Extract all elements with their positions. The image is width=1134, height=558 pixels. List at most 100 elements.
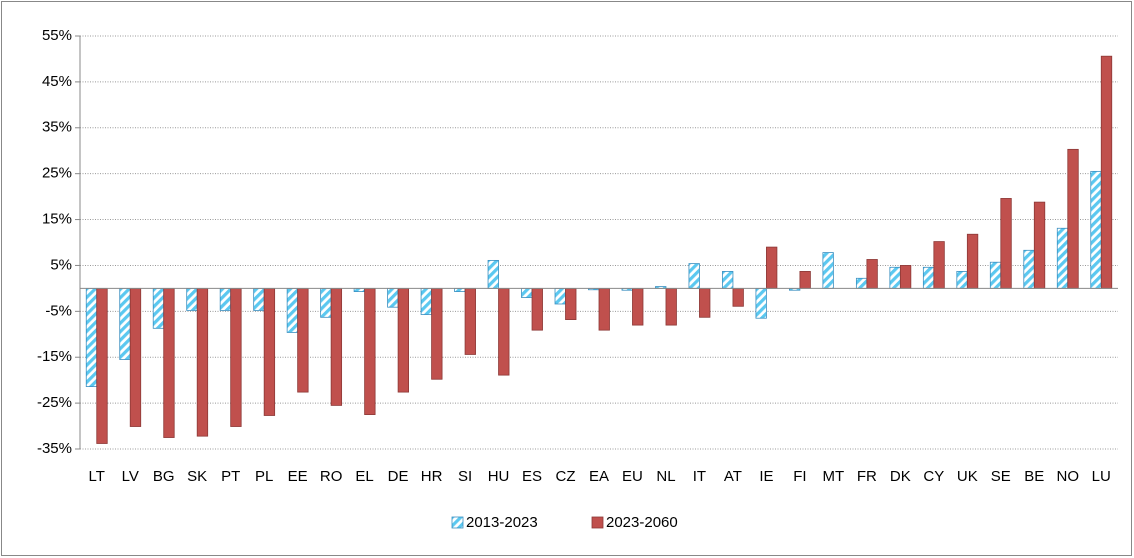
bar — [665, 287, 677, 326]
x-tick-label: SI — [458, 468, 472, 485]
bar — [85, 287, 98, 387]
bar — [129, 287, 142, 427]
y-tick-label: -15% — [37, 348, 72, 365]
bar — [152, 287, 165, 329]
bar — [230, 287, 242, 427]
bar — [196, 287, 209, 437]
y-tick-label: -25% — [37, 394, 72, 411]
bar — [766, 246, 778, 289]
bar — [1000, 198, 1012, 289]
bar — [699, 287, 711, 318]
x-tick-label: ES — [522, 468, 542, 485]
bar — [1090, 170, 1102, 289]
bar — [219, 287, 232, 311]
x-tick-label: LT — [89, 468, 105, 485]
x-tick-label: EE — [288, 468, 308, 485]
x-tick-label: BG — [153, 468, 175, 485]
legend-label: 2023-2060 — [606, 514, 678, 531]
y-tick-label: 55% — [42, 27, 72, 44]
bar — [1067, 148, 1079, 289]
bar — [1056, 227, 1069, 289]
bar — [1023, 249, 1035, 289]
y-tick-label: -5% — [45, 302, 72, 319]
x-tick-label: HR — [421, 468, 443, 485]
bar — [96, 287, 108, 444]
bar — [487, 259, 499, 289]
x-tick-label: EA — [589, 468, 609, 485]
bar — [956, 271, 968, 289]
bar — [364, 287, 376, 415]
bar — [966, 233, 979, 289]
bar — [822, 252, 834, 289]
bar — [397, 287, 409, 393]
x-tick-label: RO — [320, 468, 343, 485]
bar — [889, 266, 901, 289]
x-tick-label: IT — [693, 468, 706, 485]
bar — [464, 287, 476, 355]
x-tick-label: LV — [122, 468, 139, 485]
x-tick-label: SE — [991, 468, 1011, 485]
bar — [387, 287, 399, 308]
x-tick-label: UK — [957, 468, 978, 485]
bar — [989, 261, 1002, 289]
bar — [899, 265, 912, 289]
bar — [554, 287, 566, 305]
x-tick-label: CY — [923, 468, 944, 485]
legend-swatch — [591, 516, 604, 529]
y-tick-label: 35% — [42, 119, 72, 136]
x-tick-label: PL — [255, 468, 273, 485]
x-tick-label: MT — [823, 468, 845, 485]
x-tick-label: EL — [355, 468, 373, 485]
x-tick-label: IE — [759, 468, 773, 485]
bar — [866, 259, 878, 289]
bar — [119, 287, 131, 360]
bar — [1033, 201, 1046, 289]
bar — [431, 287, 443, 380]
x-tick-label: LU — [1092, 468, 1111, 485]
x-tick-label: PT — [221, 468, 240, 485]
legend-label: 2013-2023 — [466, 514, 538, 531]
bar — [531, 287, 543, 331]
bar — [186, 287, 198, 311]
bar — [253, 287, 265, 311]
y-tick-label: 15% — [42, 211, 72, 228]
bar — [755, 287, 767, 319]
y-tick-label: 45% — [42, 73, 72, 90]
x-tick-label: DK — [890, 468, 911, 485]
y-tick-label: 25% — [42, 165, 72, 182]
bar — [933, 241, 945, 289]
x-tick-label: EU — [622, 468, 643, 485]
bar — [263, 287, 276, 416]
bar — [498, 287, 510, 376]
bar — [855, 277, 868, 289]
bar — [922, 266, 935, 289]
x-tick-label: SK — [187, 468, 207, 485]
x-tick-label: CZ — [556, 468, 576, 485]
bar — [799, 271, 811, 289]
x-tick-label: NO — [1057, 468, 1080, 485]
bar — [598, 287, 610, 331]
bar — [632, 287, 644, 326]
bar — [565, 287, 577, 320]
bar — [688, 263, 700, 289]
x-tick-label: DE — [388, 468, 409, 485]
x-tick-label: HU — [488, 468, 510, 485]
x-tick-label: NL — [656, 468, 675, 485]
bar — [722, 271, 734, 289]
bar — [163, 287, 175, 438]
x-tick-label: BE — [1024, 468, 1044, 485]
bar — [420, 287, 432, 315]
bar — [286, 287, 299, 333]
x-tick-label: FI — [793, 468, 806, 485]
legend-swatch — [451, 516, 464, 529]
bar — [330, 287, 343, 406]
y-tick-label: 5% — [50, 256, 72, 273]
x-tick-label: FR — [857, 468, 877, 485]
x-tick-label: AT — [724, 468, 742, 485]
bar — [297, 287, 309, 393]
bar — [521, 287, 533, 298]
y-tick-label: -35% — [37, 440, 72, 457]
bar — [320, 287, 332, 318]
bar — [1100, 55, 1113, 289]
